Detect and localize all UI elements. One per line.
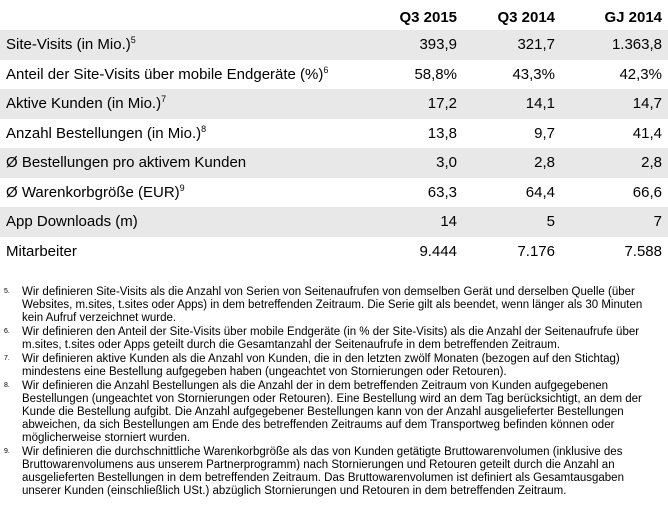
footnote-text: Wir definieren die Anzahl Bestellungen a…: [22, 380, 642, 444]
footnote-marker: 9.: [4, 448, 10, 455]
cell-gj-2014: 7.588: [624, 242, 662, 260]
table-row: Ø Bestellungen pro aktivem Kunden 3,0 2,…: [0, 148, 668, 178]
cell-q3-2015: 58,8%: [414, 65, 457, 83]
footnote-text: Wir definieren aktive Kunden als die Anz…: [22, 353, 620, 378]
cell-gj-2014: 14,7: [561, 89, 668, 119]
cell-q3-2014: 321,7: [463, 30, 561, 60]
footnote-ref: 7: [161, 94, 167, 105]
cell-q3-2015: 63,3: [427, 183, 457, 201]
footnote-ref: 9: [179, 182, 185, 193]
row-label: Anteil der Site-Visits über mobile Endge…: [0, 60, 351, 90]
table-row: Ø Warenkorbgröße (EUR)9 63,3 64,4 66,6: [0, 178, 668, 208]
cell-q3-2014: 43,3%: [512, 65, 555, 83]
cell-gj-2014: 1.363,8: [561, 30, 668, 60]
row-label-text: App Downloads (m): [6, 213, 138, 231]
header-label-column: [0, 4, 351, 30]
cell-q3-2014: 7.176: [517, 242, 555, 260]
cell-q3-2015: 17,2: [351, 89, 463, 119]
row-label: Ø Warenkorbgröße (EUR)9: [0, 178, 351, 208]
footnote: 8. Wir definieren die Anzahl Bestellungen…: [4, 380, 664, 445]
footnote: 7. Wir definieren aktive Kunden als die A…: [4, 353, 664, 379]
table-row: Site-Visits (in Mio.)5 393,9 321,7 1.363…: [0, 30, 668, 60]
footnote-ref: 8: [201, 123, 207, 134]
cell-gj-2014: 41,4: [632, 124, 662, 142]
table-body: Site-Visits (in Mio.)5 393,9 321,7 1.363…: [0, 30, 668, 266]
row-label-text: Ø Warenkorbgröße (EUR): [6, 183, 180, 201]
row-label: Aktive Kunden (in Mio.)7: [0, 89, 351, 119]
row-label-text: Site-Visits (in Mio.): [6, 36, 131, 54]
row-label-text: Anteil der Site-Visits über mobile Endge…: [6, 65, 324, 83]
footnote-ref: 5: [130, 35, 136, 46]
cell-q3-2015: 393,9: [351, 30, 463, 60]
table-row: Mitarbeiter 9.444 7.176 7.588: [0, 237, 668, 267]
cell-q3-2015: 13,8: [427, 124, 457, 142]
row-label: Ø Bestellungen pro aktivem Kunden: [0, 148, 351, 178]
footnote-marker: 5.: [4, 288, 10, 295]
row-label: Anzahl Bestellungen (in Mio.)8: [0, 119, 351, 149]
footnote-text: Wir definieren Site-Visits als die Anzah…: [22, 286, 643, 324]
cell-q3-2014: 14,1: [463, 89, 561, 119]
cell-q3-2014: 2,8: [463, 148, 561, 178]
row-label-text: Aktive Kunden (in Mio.): [6, 95, 162, 113]
row-label-text: Ø Bestellungen pro aktivem Kunden: [6, 154, 247, 172]
header-gj-2014: GJ 2014: [604, 8, 662, 26]
cell-q3-2015: 3,0: [351, 148, 463, 178]
footnote-marker: 7.: [4, 355, 10, 362]
footnote: 9. Wir definieren die durchschnittliche W…: [4, 446, 664, 498]
cell-gj-2014: 7: [561, 207, 668, 237]
row-label: App Downloads (m): [0, 207, 351, 237]
header-q3-2014: Q3 2014: [497, 8, 555, 26]
row-label-text: Anzahl Bestellungen (in Mio.): [6, 124, 202, 142]
footnotes: 5. Wir definieren Site-Visits als die Anz…: [4, 286, 664, 499]
row-label: Site-Visits (in Mio.)5: [0, 30, 351, 60]
cell-q3-2014: 9,7: [534, 124, 555, 142]
table-row: App Downloads (m) 14 5 7: [0, 207, 668, 237]
row-label-text: Mitarbeiter: [6, 242, 77, 260]
cell-gj-2014: 66,6: [632, 183, 662, 201]
footnote-text: Wir definieren den Anteil der Site-Visit…: [22, 326, 640, 351]
footnote: 6. Wir definieren den Anteil der Site-Vis…: [4, 326, 664, 352]
header-q3-2015: Q3 2015: [399, 8, 457, 26]
footnote: 5. Wir definieren Site-Visits als die Anz…: [4, 286, 664, 325]
cell-gj-2014: 2,8: [561, 148, 668, 178]
table-header-row: Q3 2015 Q3 2014 GJ 2014: [0, 4, 668, 30]
footnote-text: Wir definieren die durchschnittliche War…: [22, 446, 624, 497]
table-row: Aktive Kunden (in Mio.)7 17,2 14,1 14,7: [0, 89, 668, 119]
cell-gj-2014: 42,3%: [619, 65, 662, 83]
footnote-marker: 8.: [4, 382, 10, 389]
table-row: Anzahl Bestellungen (in Mio.)8 13,8 9,7 …: [0, 119, 668, 149]
cell-q3-2014: 5: [463, 207, 561, 237]
cell-q3-2015: 14: [351, 207, 463, 237]
footnote-ref: 6: [323, 64, 329, 75]
table-row: Anteil der Site-Visits über mobile Endge…: [0, 60, 668, 90]
cell-q3-2015: 9.444: [419, 242, 457, 260]
footnote-marker: 6.: [4, 328, 10, 335]
kpi-table: Q3 2015 Q3 2014 GJ 2014 Site-Visits (in …: [0, 4, 668, 266]
row-label: Mitarbeiter: [0, 237, 351, 267]
cell-q3-2014: 64,4: [525, 183, 555, 201]
